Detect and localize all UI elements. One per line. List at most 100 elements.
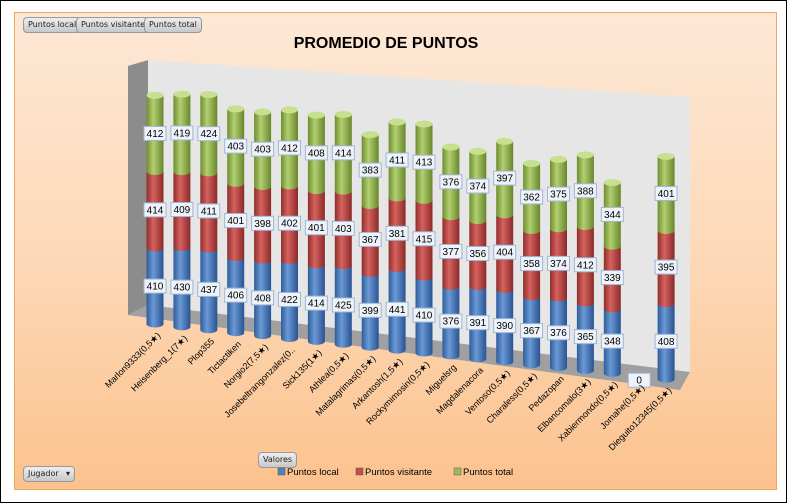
dropdown-arrow-icon: ▾ [65, 469, 70, 478]
bar-top [469, 147, 487, 155]
filter-button-puntos-local[interactable]: Puntos local [23, 17, 82, 33]
data-label: 339 [604, 273, 621, 284]
data-label: 0 [636, 376, 642, 387]
filter-button-puntos-visitante[interactable]: Puntos visitante [76, 17, 151, 33]
data-label: 377 [443, 247, 460, 258]
data-label: 408 [254, 293, 271, 304]
data-label: 399 [362, 306, 379, 317]
data-label: 424 [200, 129, 217, 140]
data-label: 412 [577, 260, 594, 271]
legend-label: Puntos visitante [365, 467, 432, 478]
bar-group: 0 [627, 372, 651, 388]
data-label: 348 [604, 337, 621, 348]
bar-group: 441 381 411 [385, 118, 409, 354]
data-label: 437 [200, 285, 217, 296]
data-label: 403 [254, 145, 271, 156]
data-label-box [385, 225, 409, 241]
data-label-box [358, 162, 382, 178]
data-label-box [251, 215, 275, 231]
data-label-box [278, 140, 301, 156]
data-label: 362 [523, 192, 540, 203]
bar-top [334, 111, 352, 119]
side-wall [128, 60, 148, 315]
data-label: 412 [147, 129, 164, 140]
data-label-box [278, 215, 301, 231]
data-label-box [600, 333, 624, 349]
data-label-box [520, 189, 544, 205]
data-label-box [493, 170, 517, 186]
chart-title: PROMEDIO DE PUNTOS [294, 35, 479, 52]
data-label-box [304, 220, 328, 236]
bar-top [227, 105, 245, 113]
data-label: 374 [550, 259, 567, 270]
data-label: 411 [389, 156, 405, 167]
data-label: 356 [469, 249, 486, 260]
data-label: 395 [658, 263, 675, 274]
data-label: 375 [550, 190, 567, 201]
bar-group: 367 358 362 [520, 160, 544, 369]
data-label-box [412, 154, 436, 170]
data-label: 376 [443, 317, 460, 328]
data-label: 402 [281, 219, 298, 230]
data-label-box [304, 295, 328, 311]
legend-label: Puntos total [463, 467, 513, 478]
data-label: 410 [416, 311, 433, 322]
data-label: 408 [658, 337, 675, 348]
data-label-box [600, 270, 624, 286]
data-label: 401 [658, 189, 675, 200]
data-label: 412 [281, 143, 298, 154]
bar-top [603, 179, 621, 187]
data-label-box [520, 323, 544, 339]
data-label-box [143, 278, 167, 294]
bar-group: 410 414 412 [143, 91, 167, 328]
data-label: 388 [577, 186, 594, 197]
bar-top [523, 160, 541, 168]
row-field-button-jugador[interactable]: Jugador ▾ [23, 466, 75, 482]
data-label: 401 [227, 216, 244, 227]
data-label: 408 [308, 148, 325, 159]
bar-top [173, 90, 191, 98]
legend-swatch [277, 467, 286, 476]
data-label: 414 [147, 205, 164, 216]
data-label-box [573, 329, 597, 345]
data-label-box [493, 244, 517, 260]
bar-top [307, 111, 325, 119]
data-label: 381 [389, 229, 406, 240]
data-label: 397 [496, 174, 513, 185]
data-label: 422 [281, 295, 298, 306]
data-label-box [547, 186, 570, 202]
data-label: 365 [577, 332, 594, 343]
bar-top [442, 143, 460, 151]
data-label-box [439, 243, 463, 259]
bar-group: 410 415 413 [412, 120, 436, 357]
data-label: 425 [335, 300, 352, 311]
data-label: 410 [147, 282, 164, 293]
data-label: 415 [416, 234, 433, 245]
values-field-button[interactable]: Valores [258, 452, 298, 468]
data-label-box [170, 202, 194, 218]
bar-group: 391 356 374 [466, 147, 490, 363]
data-label-box [143, 125, 167, 141]
bar-group: 437 411 424 [197, 90, 221, 334]
data-label: 404 [496, 248, 513, 259]
data-label-box [654, 185, 678, 201]
data-label: 376 [443, 177, 460, 188]
data-label: 391 [469, 318, 486, 329]
data-label: 403 [227, 142, 244, 153]
data-label-box [224, 138, 248, 154]
data-label-box [331, 297, 355, 313]
data-label: 413 [416, 158, 433, 169]
data-label: 411 [201, 206, 217, 217]
category-label: Elbancomalo(3★) [535, 377, 592, 434]
bar-top [657, 152, 675, 160]
data-label: 398 [254, 219, 271, 230]
data-label-box [654, 259, 678, 275]
data-label-box [197, 203, 221, 219]
data-label-box [493, 318, 517, 334]
data-label-box [573, 257, 597, 273]
data-label-box [547, 325, 570, 341]
filter-button-puntos-total[interactable]: Puntos total [144, 17, 202, 33]
data-label-box [466, 178, 490, 194]
data-label-box [547, 255, 570, 271]
